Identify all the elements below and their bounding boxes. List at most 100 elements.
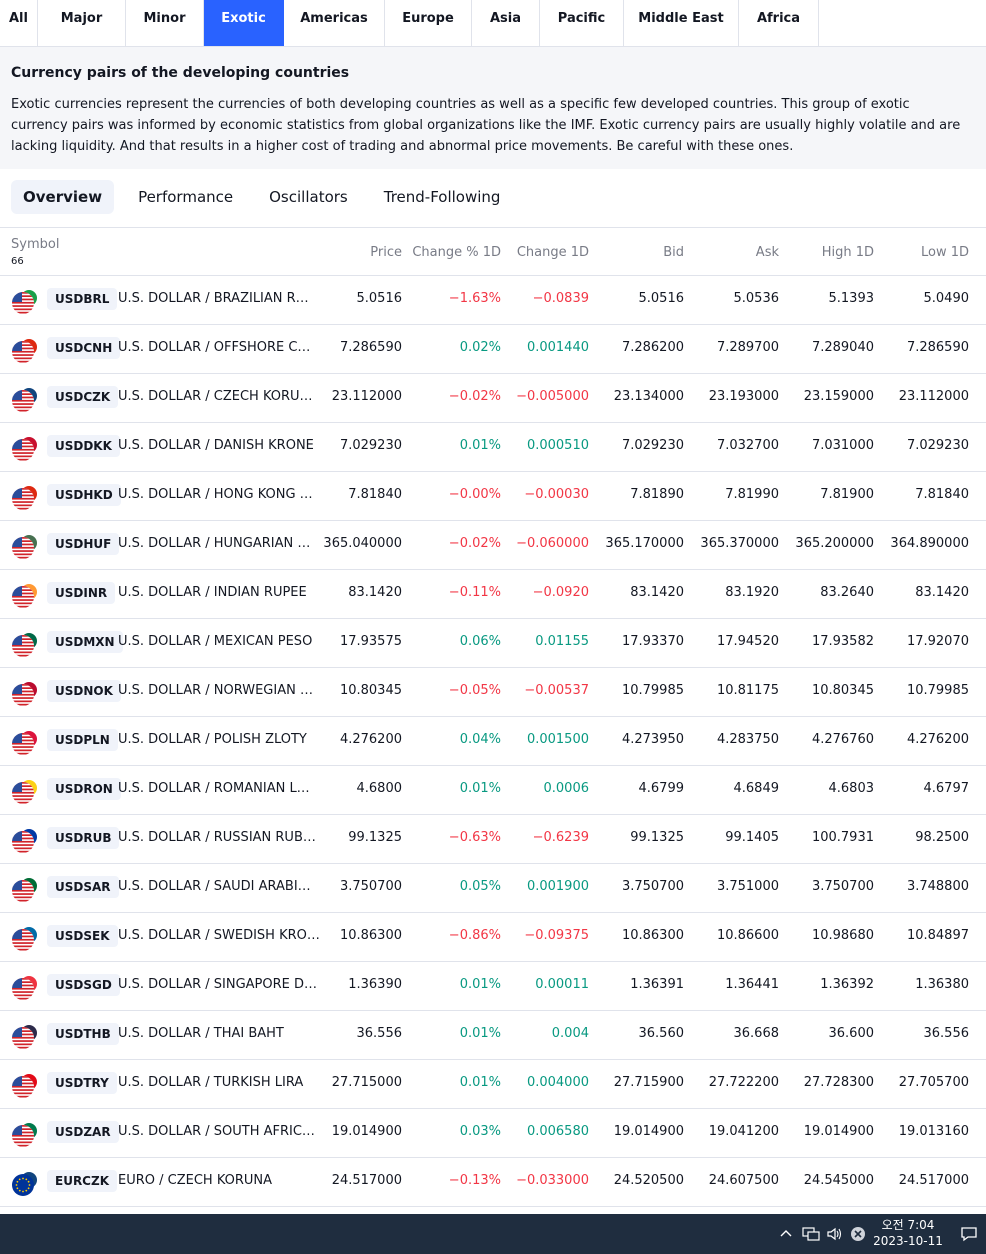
table-row[interactable]: USDPLN U.S. DOLLAR / POLISH ZLOTY 4.276200… [0, 717, 986, 766]
price-cell: 23.112000 [331, 389, 402, 404]
table-row[interactable]: USDHUF U.S. DOLLAR / HUNGARIAN … 365.04000… [0, 521, 986, 570]
pair-description[interactable]: U.S. DOLLAR / NORWEGIAN … [118, 683, 313, 698]
volume-icon[interactable] [826, 1214, 844, 1254]
table-row[interactable]: USDSEK U.S. DOLLAR / SWEDISH KRO… 10.86300… [0, 913, 986, 962]
view-tabs: Overview Performance Oscillators Trend-Foll… [11, 180, 524, 214]
table-row[interactable]: USDCZK U.S. DOLLAR / CZECH KORU… 23.112000… [0, 374, 986, 423]
ticker-badge[interactable]: EURCZK [47, 1170, 117, 1192]
column-header-low[interactable]: Low 1D [920, 245, 969, 260]
notification-icon[interactable] [960, 1214, 978, 1254]
pair-description[interactable]: U.S. DOLLAR / THAI BAHT [118, 1026, 284, 1041]
table-row[interactable]: USDTRY U.S. DOLLAR / TURKISH LIRA 27.71500… [0, 1060, 986, 1109]
region-tab-europe[interactable]: Europe [385, 0, 472, 46]
view-tab-oscillators[interactable]: Oscillators [269, 188, 348, 206]
pair-description[interactable]: U.S. DOLLAR / TURKISH LIRA [118, 1075, 304, 1090]
ticker-badge[interactable]: USDSEK [47, 925, 118, 947]
view-tab-overview[interactable]: Overview [11, 180, 115, 214]
ticker-badge[interactable]: USDHKD [47, 484, 121, 506]
high-cell: 4.276760 [811, 732, 874, 747]
change-pct-cell: −0.02% [448, 536, 501, 551]
table-row[interactable]: USDZAR U.S. DOLLAR / SOUTH AFRIC… 19.01490… [0, 1109, 986, 1158]
column-header-change[interactable]: Change 1D [516, 245, 589, 260]
ask-cell: 4.6849 [733, 781, 780, 796]
table-row[interactable]: USDNOK U.S. DOLLAR / NORWEGIAN … 10.80345 −… [0, 668, 986, 717]
column-header-symbol[interactable]: Symbol [11, 237, 60, 252]
ticker-badge[interactable]: USDTRY [47, 1072, 117, 1094]
view-tab-performance[interactable]: Performance [138, 188, 234, 206]
ticker-badge[interactable]: USDZAR [47, 1121, 119, 1143]
table-row[interactable]: USDDKK U.S. DOLLAR / DANISH KRONE 7.029230… [0, 423, 986, 472]
taskbar-clock[interactable]: 오전 7:04 2023-10-11 [868, 1217, 948, 1249]
column-header-change-pct[interactable]: Change % 1D [412, 245, 501, 260]
region-tab-all[interactable]: All [0, 0, 38, 46]
column-header-bid[interactable]: Bid [663, 245, 684, 260]
pair-description[interactable]: U.S. DOLLAR / SOUTH AFRIC… [118, 1124, 315, 1139]
category-description: Currency pairs of the developing countri… [0, 47, 986, 169]
pair-description[interactable]: U.S. DOLLAR / OFFSHORE C… [118, 340, 311, 355]
price-cell: 7.81840 [348, 487, 402, 502]
table-row[interactable]: USDMXN U.S. DOLLAR / MEXICAN PESO 17.93575… [0, 619, 986, 668]
region-tab-africa[interactable]: Africa [739, 0, 819, 46]
pair-description[interactable]: U.S. DOLLAR / INDIAN RUPEE [118, 585, 307, 600]
pair-description[interactable]: U.S. DOLLAR / HUNGARIAN … [118, 536, 311, 551]
pair-description[interactable]: U.S. DOLLAR / SAUDI ARABI… [118, 879, 311, 894]
region-tab-minor[interactable]: Minor [126, 0, 204, 46]
table-row[interactable]: USDTHB U.S. DOLLAR / THAI BAHT 36.556 0.01%… [0, 1011, 986, 1060]
region-tab-exotic[interactable]: Exotic [204, 0, 284, 46]
show-hidden-icons-icon[interactable] [778, 1214, 794, 1254]
ticker-badge[interactable]: USDCNH [47, 337, 121, 359]
ticker-badge[interactable]: USDBRL [47, 288, 118, 310]
pair-description[interactable]: U.S. DOLLAR / SINGAPORE D… [118, 977, 317, 992]
ticker-badge[interactable]: USDSAR [47, 876, 119, 898]
change-cell: −0.060000 [516, 536, 589, 551]
region-tab-pacific[interactable]: Pacific [540, 0, 624, 46]
table-row[interactable]: USDSAR U.S. DOLLAR / SAUDI ARABI… 3.750700… [0, 864, 986, 913]
column-header-ask[interactable]: Ask [755, 245, 779, 260]
table-row[interactable]: USDINR U.S. DOLLAR / INDIAN RUPEE 83.1420 −… [0, 570, 986, 619]
ticker-badge[interactable]: USDINR [47, 582, 116, 604]
error-status-icon[interactable] [850, 1214, 866, 1254]
table-row[interactable]: USDRON U.S. DOLLAR / ROMANIAN L… 4.6800 0.0… [0, 766, 986, 815]
bid-cell: 27.715900 [613, 1075, 684, 1090]
region-tab-asia[interactable]: Asia [472, 0, 540, 46]
ticker-badge[interactable]: USDTHB [47, 1023, 119, 1045]
pair-description[interactable]: EURO / CZECH KORUNA [118, 1173, 273, 1188]
column-header-high[interactable]: High 1D [821, 245, 874, 260]
table-row[interactable]: EURCZK EURO / CZECH KORUNA 24.517000 −0.13%… [0, 1158, 986, 1207]
ticker-badge[interactable]: USDSGD [47, 974, 120, 996]
ticker-badge[interactable]: USDHUF [47, 533, 120, 555]
table-row[interactable]: USDSGD U.S. DOLLAR / SINGAPORE D… 1.36390 0… [0, 962, 986, 1011]
pair-description[interactable]: U.S. DOLLAR / CZECH KORU… [118, 389, 313, 404]
table-row[interactable]: USDRUB U.S. DOLLAR / RUSSIAN RUB… 99.1325 −… [0, 815, 986, 864]
region-tab-americas[interactable]: Americas [284, 0, 385, 46]
ticker-badge[interactable]: USDDKK [47, 435, 120, 457]
change-cell: 0.01155 [535, 634, 589, 649]
region-tab-middle-east[interactable]: Middle East [624, 0, 739, 46]
pair-description[interactable]: U.S. DOLLAR / DANISH KRONE [118, 438, 314, 453]
high-cell: 1.36392 [820, 977, 874, 992]
table-row[interactable]: USDHKD U.S. DOLLAR / HONG KONG … 7.81840 −0… [0, 472, 986, 521]
ticker-badge[interactable]: USDPLN [47, 729, 118, 751]
view-tab-trend-following[interactable]: Trend-Following [383, 188, 501, 206]
pair-description[interactable]: U.S. DOLLAR / ROMANIAN L… [118, 781, 310, 796]
low-cell: 3.748800 [906, 879, 969, 894]
pair-description[interactable]: U.S. DOLLAR / RUSSIAN RUB… [118, 830, 316, 845]
pair-description[interactable]: U.S. DOLLAR / POLISH ZLOTY [118, 732, 307, 747]
column-header-price[interactable]: Price [370, 245, 402, 260]
ticker-badge[interactable]: USDMXN [47, 631, 123, 653]
pair-description[interactable]: U.S. DOLLAR / SWEDISH KRO… [118, 928, 320, 943]
ticker-badge[interactable]: USDCZK [47, 386, 119, 408]
ticker-badge[interactable]: USDRUB [47, 827, 120, 849]
table-row[interactable]: USDBRL U.S. DOLLAR / BRAZILIAN R… 5.0516 −1… [0, 276, 986, 325]
pair-description[interactable]: U.S. DOLLAR / BRAZILIAN R… [118, 291, 309, 306]
ticker-badge[interactable]: USDNOK [47, 680, 121, 702]
region-tab-major[interactable]: Major [38, 0, 126, 46]
network-icon[interactable] [802, 1214, 820, 1254]
ask-cell: 3.751000 [716, 879, 779, 894]
table-row[interactable]: USDCNH U.S. DOLLAR / OFFSHORE C… 7.286590 0… [0, 325, 986, 374]
pair-description[interactable]: U.S. DOLLAR / MEXICAN PESO [118, 634, 313, 649]
ticker-badge[interactable]: USDRON [47, 778, 121, 800]
pair-description[interactable]: U.S. DOLLAR / HONG KONG … [118, 487, 313, 502]
price-cell: 17.93575 [339, 634, 402, 649]
price-cell: 10.86300 [339, 928, 402, 943]
